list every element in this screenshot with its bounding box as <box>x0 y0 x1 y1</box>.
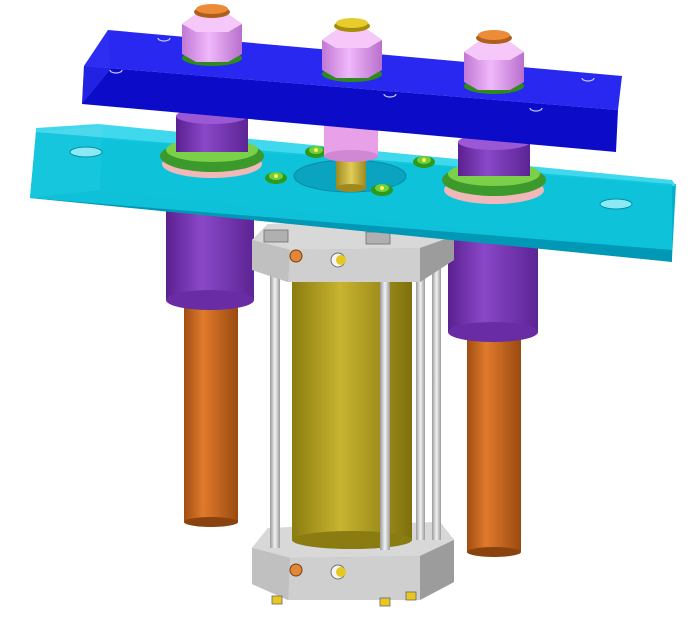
collar-left <box>160 108 264 178</box>
screw <box>265 172 287 184</box>
tie-rods <box>270 254 441 550</box>
screw <box>371 184 393 196</box>
copper-rod-right <box>467 330 521 557</box>
nut-center <box>322 18 382 82</box>
collar-right <box>442 134 546 204</box>
nut-right <box>464 30 524 94</box>
screw <box>413 156 435 168</box>
plate-screws <box>265 146 435 196</box>
screw <box>305 146 327 158</box>
cylinder-upper-head <box>252 220 454 282</box>
copper-rod-left <box>184 300 238 527</box>
cylinder-barrel <box>292 268 412 549</box>
pneumatic-cylinder <box>252 220 454 607</box>
nut-left <box>182 4 242 66</box>
